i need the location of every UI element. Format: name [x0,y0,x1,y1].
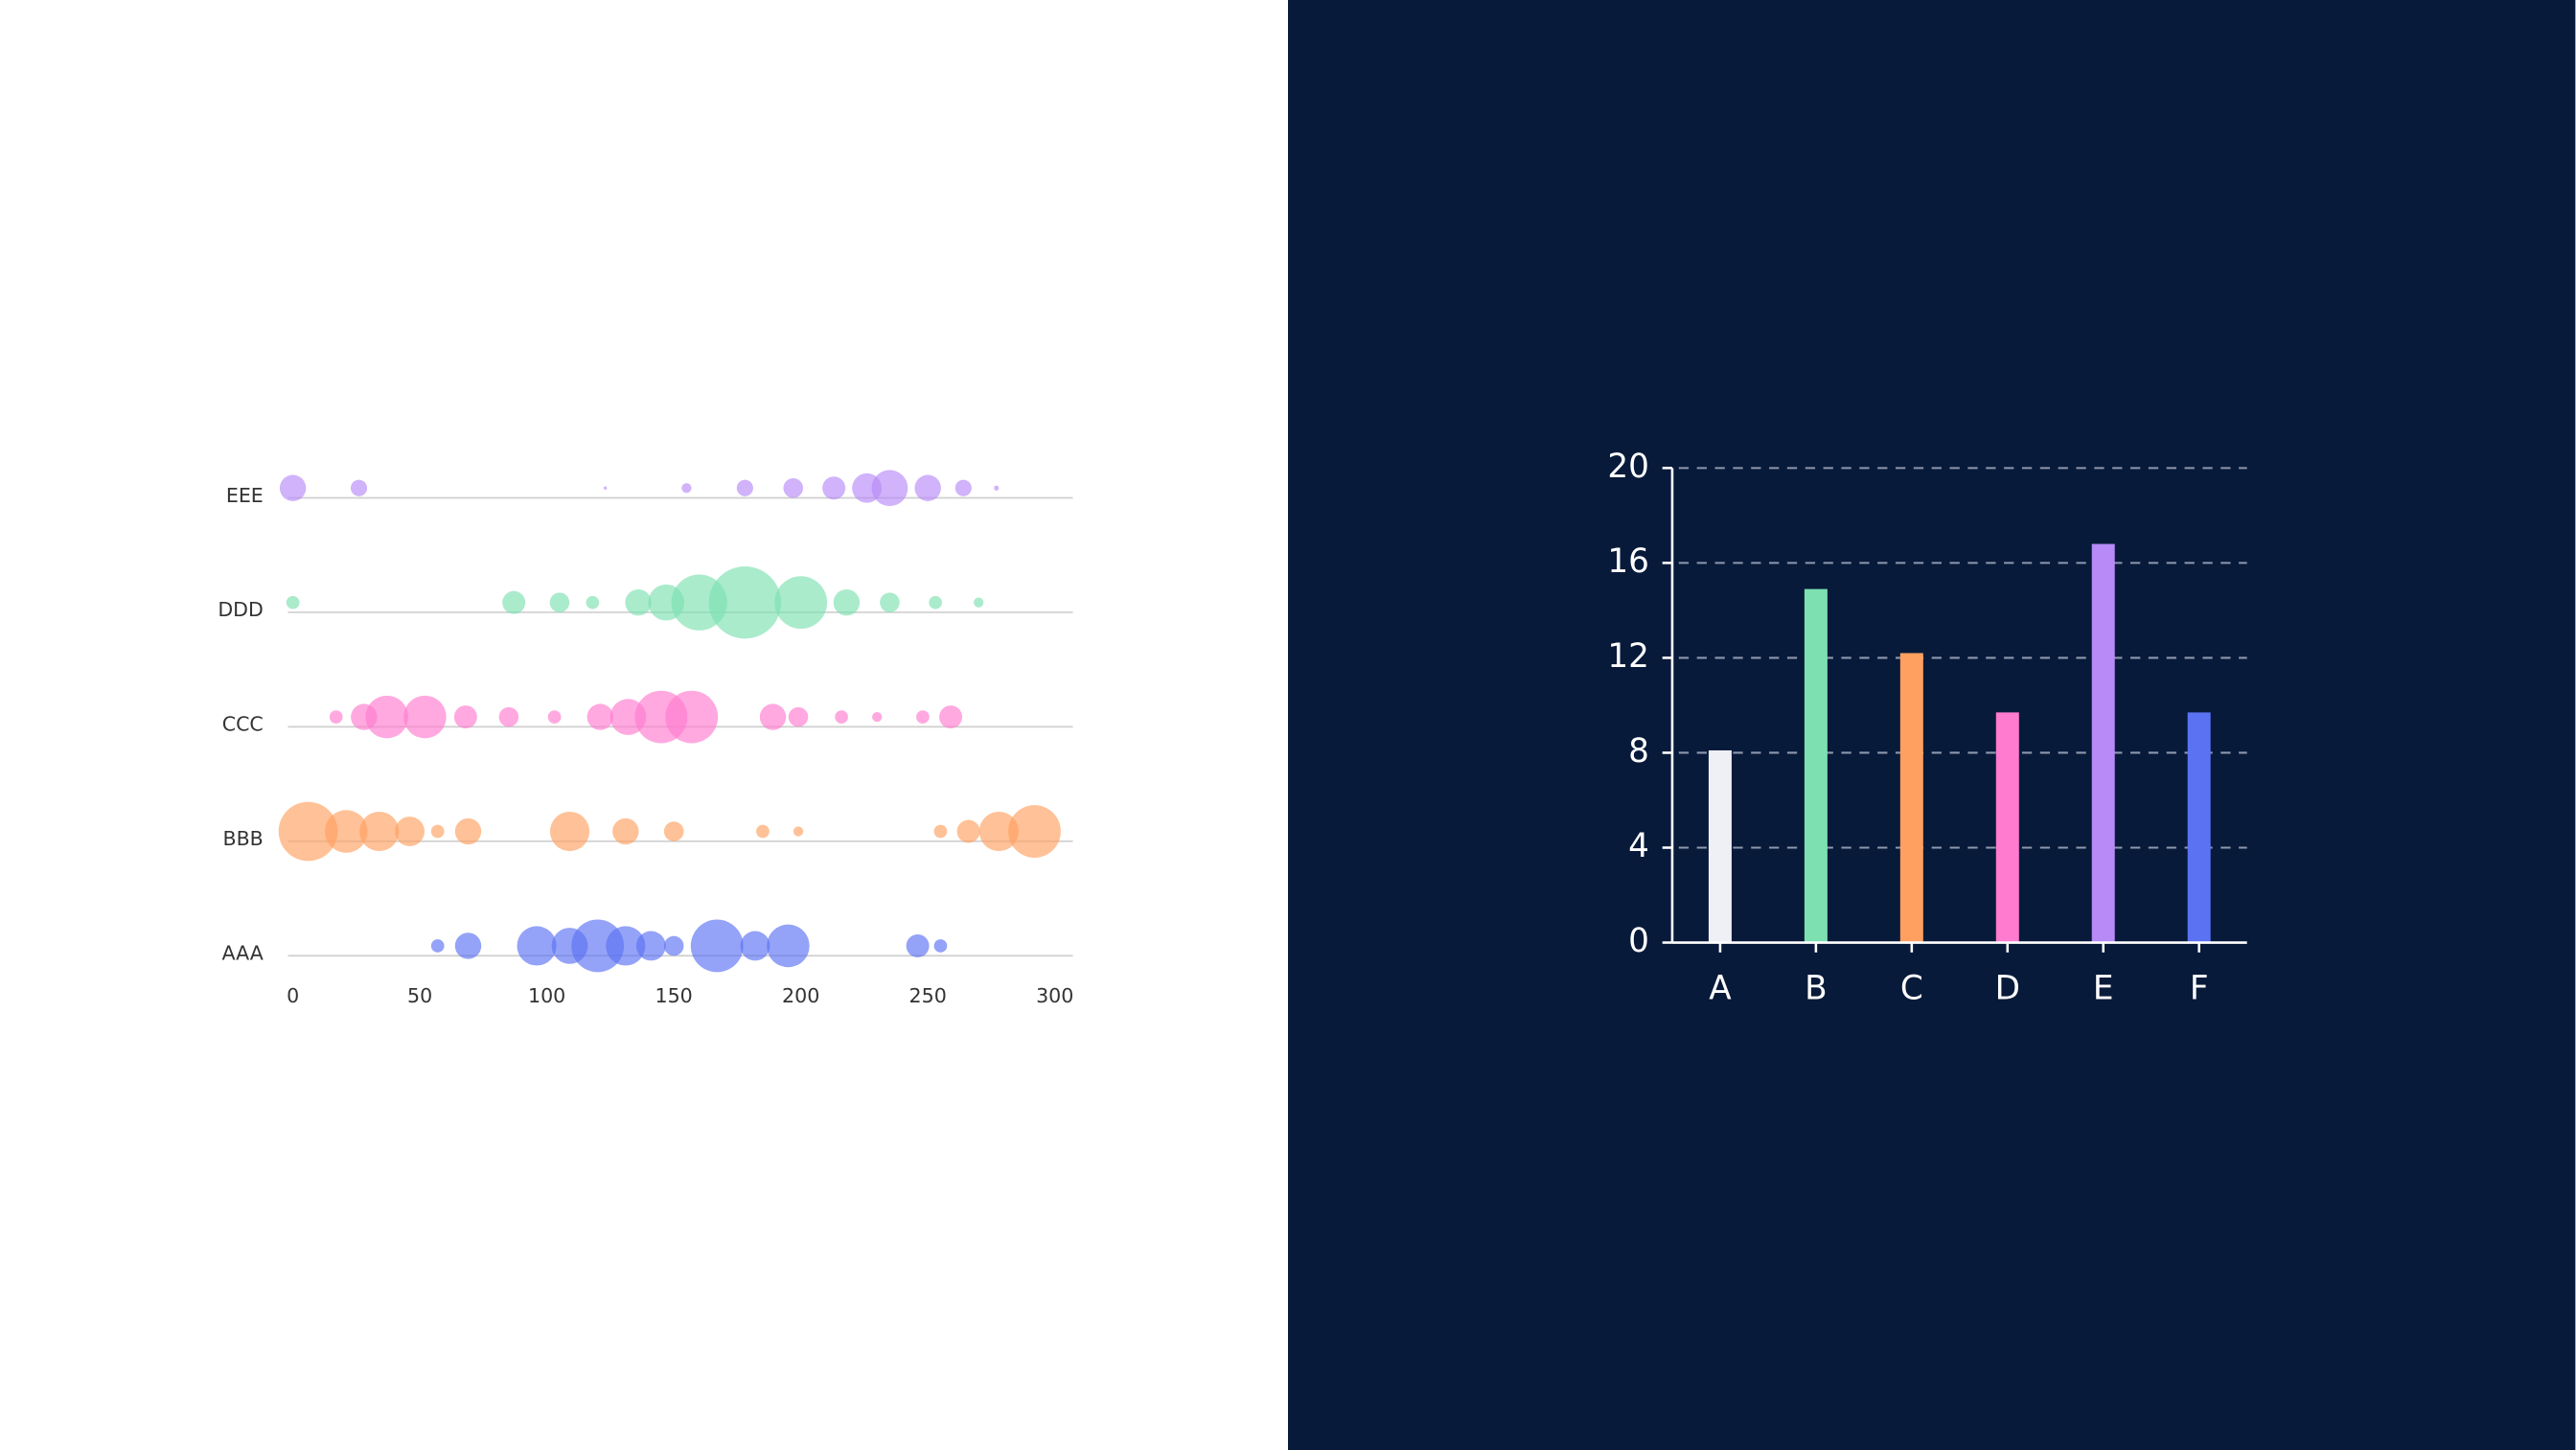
bubble [690,919,744,973]
bubble [708,565,782,639]
bubble [365,695,408,739]
bubble [1008,805,1061,858]
bubble [939,705,963,729]
bubble [916,710,930,724]
y-tick-label: 0 [1628,922,1649,960]
bubble [740,931,770,961]
bubble [430,939,445,953]
bubble [756,824,770,839]
bubble [793,826,804,837]
y-tick-label: 16 [1607,542,1649,581]
bubble [822,476,846,500]
bubble [359,811,400,852]
bubble [571,919,625,973]
bubble [871,470,908,507]
bubble [606,926,646,966]
bubble [325,810,368,853]
bubble [872,711,883,723]
bubble [906,933,930,957]
bubble [603,486,608,490]
bubble [547,710,562,724]
bubble [453,705,477,729]
bubble [329,710,343,724]
bubble [783,477,803,498]
bubble [502,590,526,614]
x-tick-label: D [1995,970,2020,1008]
bubble [994,485,1000,491]
bubble [612,817,639,845]
bubble [956,819,980,843]
bar [2091,543,2115,943]
bar-chart: 0 4 8 12 16 20 A B C D E F [1607,448,2247,1008]
bubble [279,474,307,501]
bubble [929,595,942,610]
bubble [880,592,900,612]
bubble [974,597,984,608]
bubble [549,592,570,612]
bubble [978,811,1019,852]
bubble [430,824,445,839]
bubble [395,817,425,846]
x-tick-label: 0 [287,984,299,1007]
bubble [933,939,948,953]
x-tick-label: C [1900,970,1923,1008]
bar [2187,712,2211,943]
bubble [681,483,692,494]
bubble [278,801,338,862]
x-tick-label: 200 [782,984,819,1007]
bubble [586,703,614,730]
row-label: EEE [226,484,264,507]
bubble [286,595,300,610]
bubble [625,588,652,616]
row-label: AAA [221,942,263,965]
x-tick-label: 250 [909,984,947,1007]
bubble [517,926,557,966]
bar [1804,588,1828,943]
x-tick-label: 150 [656,984,693,1007]
bubble [767,924,810,968]
bubble [759,703,787,730]
bubble [914,474,941,501]
row-label: BBB [222,827,263,850]
x-tick-label: 300 [1036,984,1073,1007]
bubble-chart: 0 50 100 150 200 250 300 AAA BBB CCC DDD EEE [218,470,1073,1007]
bubble [788,706,809,727]
bubble [665,690,719,744]
bubble [403,695,447,739]
y-tick-label: 8 [1628,732,1649,771]
y-tick-label: 20 [1607,448,1649,486]
bubble [586,595,600,610]
bar [1708,749,1732,943]
bubble [635,931,666,961]
row-label: DDD [218,598,263,621]
bar [1899,653,1923,943]
x-tick-label: E [2093,970,2114,1008]
bubble [454,817,482,845]
bubble [833,588,861,616]
bubble [549,811,590,852]
right-panel [1288,0,2576,1450]
x-tick-label: F [2190,970,2209,1008]
row-label: CCC [222,713,264,736]
bubble [954,479,972,496]
bar [1995,712,2019,943]
x-tick-label: 100 [528,984,565,1007]
y-tick-label: 4 [1628,827,1649,865]
bubble [350,479,368,496]
bubble [774,576,828,630]
bubble [663,821,684,841]
bubble [835,710,848,724]
bubble [736,479,753,496]
x-tick-label: 50 [407,984,432,1007]
bubble [933,824,948,839]
y-tick-label: 12 [1607,637,1649,676]
bubble [498,706,519,727]
bubble [663,935,684,956]
bubble [454,932,482,959]
x-tick-label: A [1709,970,1732,1008]
x-tick-label: B [1805,970,1828,1008]
